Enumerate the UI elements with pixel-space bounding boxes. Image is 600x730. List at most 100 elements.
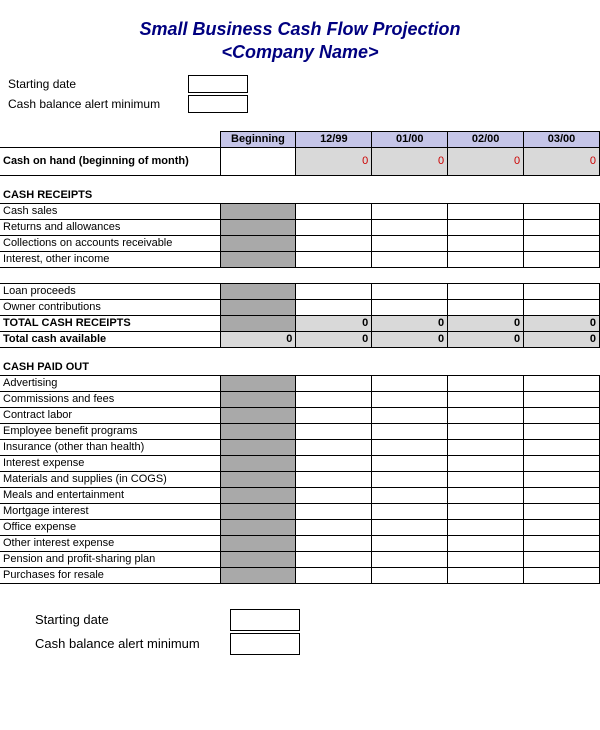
row-label: Advertising (0, 375, 220, 391)
cell[interactable] (448, 439, 524, 455)
cell[interactable] (524, 535, 600, 551)
cell[interactable] (372, 299, 448, 315)
cell[interactable] (524, 203, 600, 219)
cell[interactable] (296, 535, 372, 551)
cell[interactable] (448, 407, 524, 423)
footer-alert-min-label: Cash balance alert minimum (35, 636, 230, 651)
cell[interactable] (372, 283, 448, 299)
cell[interactable] (372, 487, 448, 503)
row-label (0, 267, 220, 283)
cell[interactable] (524, 251, 600, 267)
cell[interactable] (448, 551, 524, 567)
footer-alert-min-input[interactable] (230, 633, 300, 655)
cell[interactable] (296, 251, 372, 267)
cell (220, 235, 296, 251)
cell[interactable] (296, 439, 372, 455)
cell[interactable] (524, 423, 600, 439)
cell[interactable] (296, 567, 372, 583)
cell[interactable] (524, 219, 600, 235)
cell[interactable] (448, 455, 524, 471)
footer-starting-date-input[interactable] (230, 609, 300, 631)
row-label: Materials and supplies (in COGS) (0, 471, 220, 487)
cell[interactable] (296, 455, 372, 471)
cell[interactable] (448, 535, 524, 551)
cell[interactable] (372, 439, 448, 455)
cell[interactable] (524, 455, 600, 471)
coh-beg[interactable] (220, 147, 296, 175)
cell[interactable] (448, 391, 524, 407)
cell[interactable] (448, 203, 524, 219)
cell[interactable] (372, 407, 448, 423)
cell[interactable] (372, 455, 448, 471)
cell[interactable] (448, 251, 524, 267)
cell[interactable] (448, 471, 524, 487)
cell[interactable] (296, 551, 372, 567)
cell[interactable] (296, 487, 372, 503)
cell[interactable] (296, 375, 372, 391)
cell[interactable] (372, 423, 448, 439)
cell[interactable] (372, 391, 448, 407)
cell[interactable] (448, 267, 524, 283)
cell[interactable] (524, 267, 600, 283)
cell[interactable] (448, 283, 524, 299)
cell[interactable] (448, 235, 524, 251)
alert-min-input[interactable] (188, 95, 248, 113)
cell[interactable] (372, 219, 448, 235)
cell[interactable] (372, 471, 448, 487)
cell[interactable] (524, 551, 600, 567)
cell[interactable] (296, 203, 372, 219)
row-label: Loan proceeds (0, 283, 220, 299)
cell[interactable] (372, 551, 448, 567)
cell[interactable] (372, 567, 448, 583)
row-label: Collections on accounts receivable (0, 235, 220, 251)
cell[interactable] (296, 471, 372, 487)
title-line-2: <Company Name> (0, 41, 600, 64)
cell[interactable] (524, 375, 600, 391)
cell[interactable] (296, 283, 372, 299)
cell[interactable] (296, 519, 372, 535)
cell[interactable] (448, 503, 524, 519)
cell[interactable] (372, 235, 448, 251)
cell[interactable] (372, 267, 448, 283)
cell[interactable] (296, 299, 372, 315)
cell[interactable] (296, 503, 372, 519)
cell[interactable] (372, 535, 448, 551)
cell (220, 439, 296, 455)
cell[interactable] (448, 375, 524, 391)
cell[interactable] (448, 219, 524, 235)
cell[interactable] (372, 203, 448, 219)
cell[interactable] (296, 423, 372, 439)
cell[interactable] (524, 519, 600, 535)
cell[interactable] (372, 519, 448, 535)
cell[interactable] (296, 219, 372, 235)
cell[interactable] (448, 519, 524, 535)
cell[interactable] (448, 299, 524, 315)
cell[interactable] (524, 391, 600, 407)
starting-date-label: Starting date (8, 77, 188, 91)
cell[interactable] (524, 283, 600, 299)
cell[interactable] (524, 471, 600, 487)
table-row: Contract labor (0, 407, 600, 423)
cell[interactable] (296, 407, 372, 423)
cell[interactable] (448, 567, 524, 583)
cell[interactable] (524, 439, 600, 455)
cell[interactable] (448, 423, 524, 439)
row-label: Owner contributions (0, 299, 220, 315)
table-row: Office expense (0, 519, 600, 535)
cell[interactable] (372, 503, 448, 519)
cell[interactable] (524, 407, 600, 423)
cell[interactable] (524, 235, 600, 251)
cell[interactable] (524, 487, 600, 503)
cell[interactable] (372, 375, 448, 391)
cell[interactable] (448, 487, 524, 503)
cell[interactable] (524, 567, 600, 583)
cell[interactable] (296, 267, 372, 283)
starting-date-input[interactable] (188, 75, 248, 93)
cell[interactable] (524, 503, 600, 519)
cell[interactable] (524, 299, 600, 315)
coh-2: 0 (372, 147, 448, 175)
cell[interactable] (372, 251, 448, 267)
cell[interactable] (296, 391, 372, 407)
cell[interactable] (296, 235, 372, 251)
row-label: Interest expense (0, 455, 220, 471)
